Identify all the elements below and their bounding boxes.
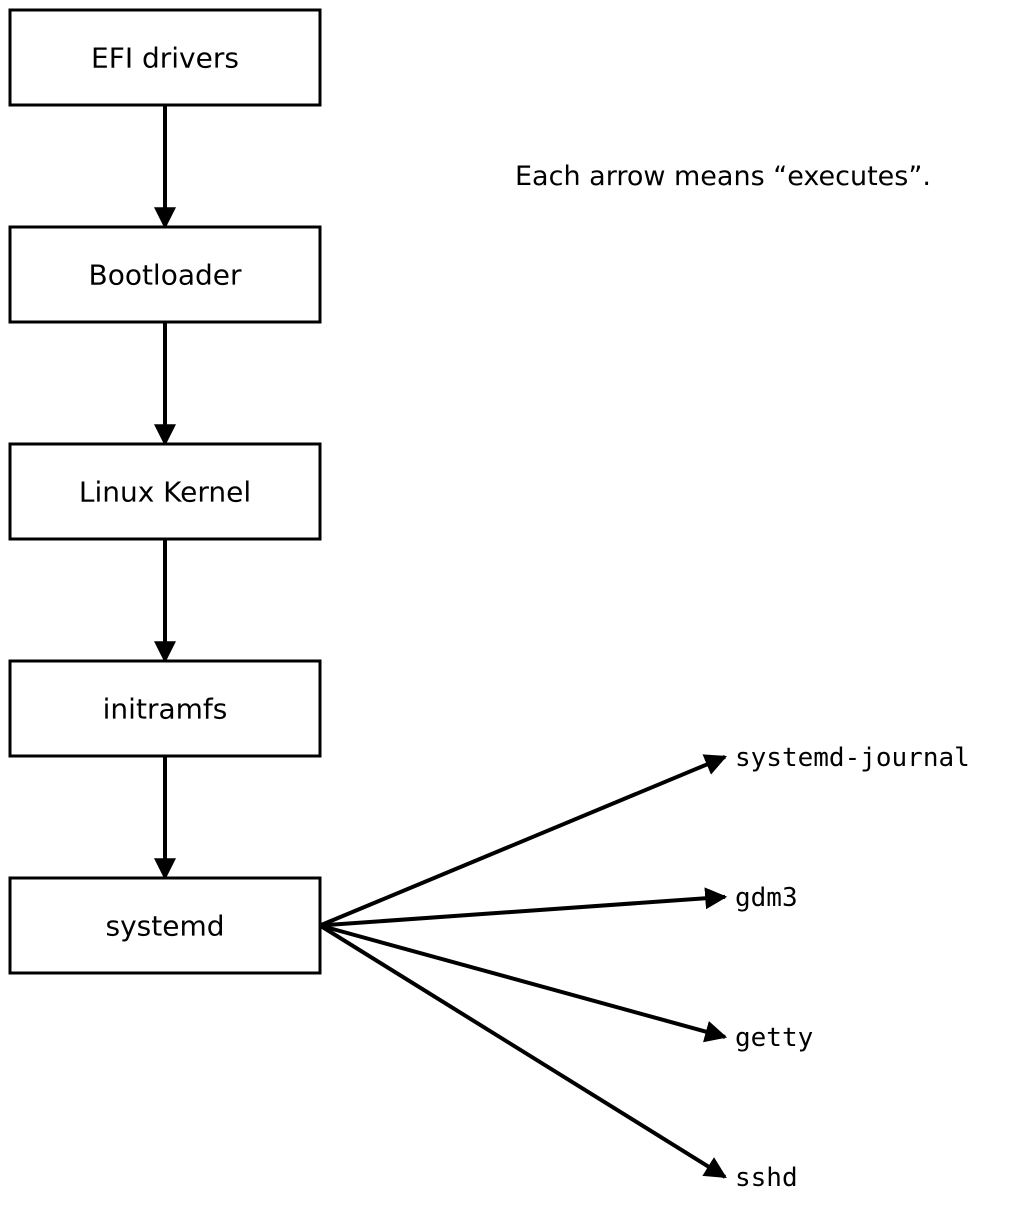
node-initramfs: initramfs [10,661,320,756]
leaf-labels: systemd-journal gdm3 getty sshd [735,743,970,1193]
node-label-bootloader: Bootloader [88,259,242,292]
leaf-gdm3: gdm3 [735,883,798,913]
caption: Each arrow means “executes”. [515,161,931,192]
leaf-journal: systemd-journal [735,743,970,773]
leaf-sshd: sshd [735,1163,798,1193]
node-bootloader: Bootloader [10,227,320,322]
node-label-systemd: systemd [106,910,225,943]
edge-systemd-getty [320,926,725,1037]
boot-flowchart: EFI drivers Bootloader Linux Kernel initram… [0,0,1023,1230]
node-label-initramfs: initramfs [103,693,228,726]
node-kernel: Linux Kernel [10,444,320,539]
node-label-efi: EFI drivers [91,42,239,75]
edge-systemd-sshd [320,926,725,1177]
node-efi: EFI drivers [10,10,320,105]
node-label-kernel: Linux Kernel [79,476,251,509]
node-systemd: systemd [10,878,320,973]
leaf-getty: getty [735,1023,813,1053]
